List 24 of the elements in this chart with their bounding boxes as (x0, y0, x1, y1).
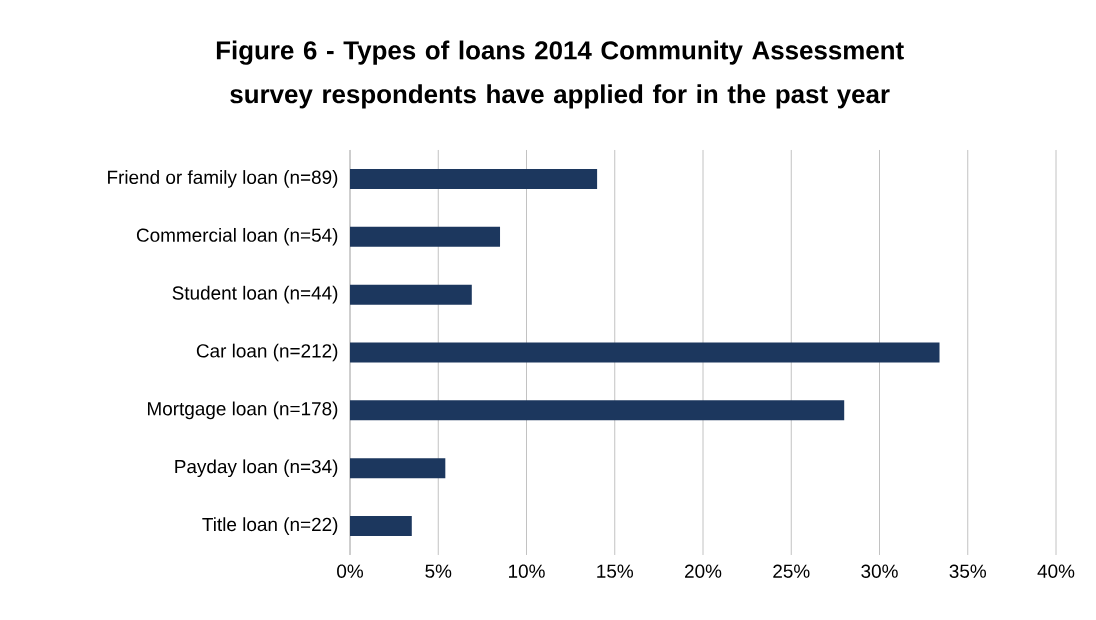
x-tick-label: 5% (425, 564, 452, 578)
x-tick-label: 25% (773, 564, 810, 578)
y-tick-label: Payday loan (n=34) (175, 459, 338, 478)
x-tick-label: 40% (1037, 564, 1075, 578)
y-tick-label: Student loan (n=44) (172, 285, 338, 304)
bar (350, 226, 501, 247)
x-tick-label: 0% (337, 564, 364, 578)
x-tick-label: 15% (597, 564, 634, 578)
bar (350, 516, 412, 537)
bar (350, 284, 472, 305)
x-tick-label: 20% (685, 564, 722, 578)
y-tick-label: Mortgage loan (n=178) (147, 401, 338, 420)
x-tick-label: 10% (509, 564, 545, 578)
y-tick-label: Commercial loan (n=54) (136, 227, 338, 246)
bar (350, 168, 598, 189)
y-tick-label: Title loan (n=22) (202, 517, 338, 535)
bar (350, 400, 845, 421)
y-tick-label: Car loan (n=212) (196, 343, 338, 362)
x-tick-label: 35% (949, 564, 987, 578)
bar (350, 458, 446, 479)
x-tick-label: 30% (861, 564, 898, 578)
bar (350, 342, 940, 363)
y-tick-label: Friend or family loan (n=89) (108, 170, 338, 188)
chart-title: Figure 6 - Types of loans 2014 Community Assessment survey respondents have applied for in the past year (216, 40, 904, 109)
